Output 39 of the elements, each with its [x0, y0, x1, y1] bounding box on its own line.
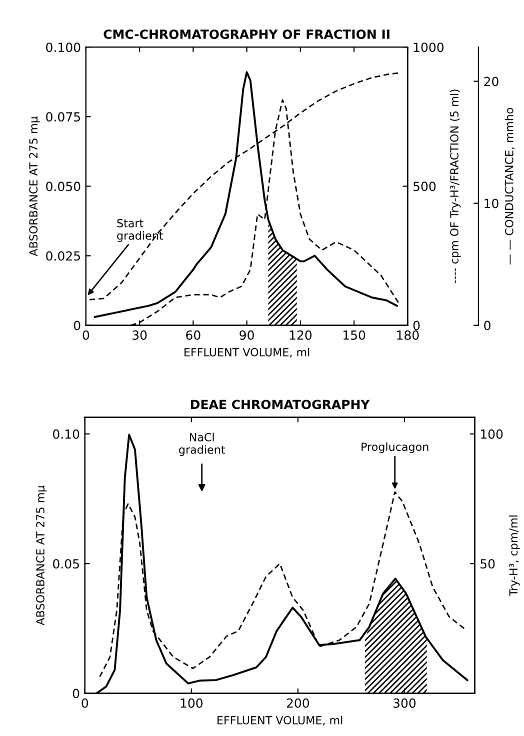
- y2-axis-title: Try-H³, cpm/ml: [509, 516, 520, 596]
- x-tick-label: 90: [240, 330, 254, 340]
- chart-title: DEAE CHROMATOGRAPHY: [191, 400, 370, 410]
- x-axis-title: EFFLUENT VOLUME, ml: [184, 348, 310, 358]
- y-tick-label: 0.050: [46, 182, 80, 192]
- x-tick-label: 180: [397, 330, 419, 340]
- chart-title: CMC-CHROMATOGRAPHY OF FRACTION II: [104, 29, 390, 39]
- y-tick-label: 0.075: [46, 112, 80, 122]
- y-tick-label: 0: [72, 688, 80, 698]
- y-tick-label: 0: [74, 320, 80, 330]
- y3-axis-title: — — CONDUCTANCE, mmho: [504, 108, 515, 265]
- x-tick-label: 0: [82, 698, 88, 708]
- annotation: Start gradient: [117, 218, 164, 242]
- x-axis-title: EFFLUENT VOLUME, ml: [218, 716, 342, 726]
- x-tick-label: 30: [132, 330, 147, 340]
- y-tick-label: 0.10: [53, 429, 80, 439]
- x-tick-label: 150: [343, 330, 366, 340]
- y-tick-label: 0.100: [46, 42, 80, 52]
- x-tick-label: 300: [393, 698, 416, 708]
- y3-tick-label: 20: [484, 76, 498, 86]
- y2-tick-label: 500: [414, 182, 436, 192]
- x-tick-label: 200: [286, 698, 310, 708]
- y2-tick-label: 0: [413, 320, 420, 330]
- y-axis-title: ABSORBANCE AT 275 mμ: [29, 116, 40, 256]
- annotation: Proglucagon: [362, 442, 428, 454]
- x-tick-label: 100: [180, 698, 203, 708]
- annotation: NaCl gradient: [179, 432, 225, 456]
- y-tick-label: 0.05: [53, 559, 79, 569]
- y2-axis-title: ---- cpm OF Try-H³/FRACTION (5 ml): [450, 90, 461, 284]
- y2-tick-label: 50: [480, 559, 495, 569]
- y2-tick-label: 1000: [414, 42, 444, 52]
- x-tick-label: 120: [290, 330, 312, 340]
- y3-tick-label: 10: [484, 198, 498, 208]
- y3-tick-label: 0: [484, 320, 490, 330]
- x-tick-label: 60: [186, 330, 200, 340]
- y-tick-label: 0.025: [46, 251, 80, 261]
- x-tick-label: 0: [82, 330, 90, 340]
- y2-tick-label: 100: [480, 429, 503, 439]
- y-axis-title: ABSORBANCE AT 275 mμ: [36, 486, 47, 626]
